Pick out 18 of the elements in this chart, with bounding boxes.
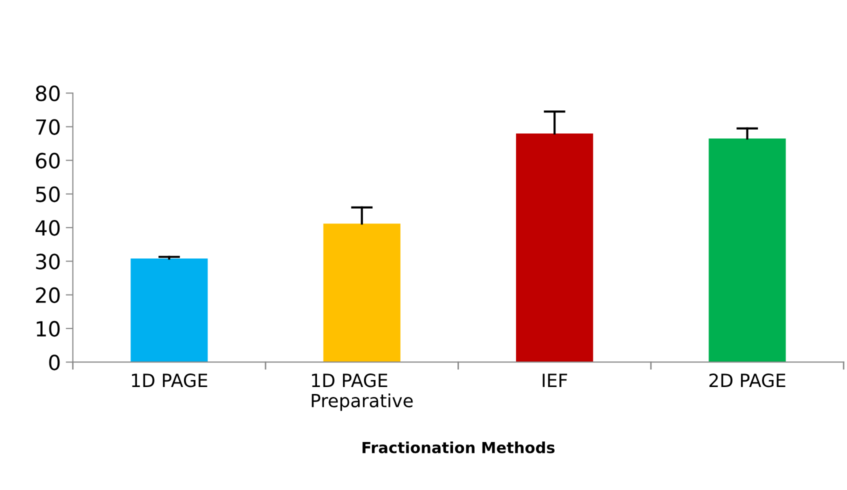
x-tick-label: 1D PAGE [132,374,208,388]
y-tick-label: 80 [36,86,60,102]
y-tick-label: 40 [36,220,60,236]
bar [516,133,594,362]
y-tick-label: 10 [36,320,60,337]
y-tick-label: 20 [36,287,60,304]
y-tick-label: 50 [36,186,60,202]
x-axis-title: Fractionation Methods [362,441,555,454]
x-tick-label: 2D PAGE [709,374,786,388]
y-tick-label: 30 [36,254,60,270]
x-tick-label: IEF [542,374,568,387]
bar [323,224,400,362]
bar [708,138,786,362]
y-tick-label: 70 [36,119,60,135]
x-tick-label: 1D PAGE Preparative [312,374,413,411]
y-tick-label: 0 [49,354,60,370]
bar [130,258,208,362]
y-tick-label: 60 [36,152,60,169]
